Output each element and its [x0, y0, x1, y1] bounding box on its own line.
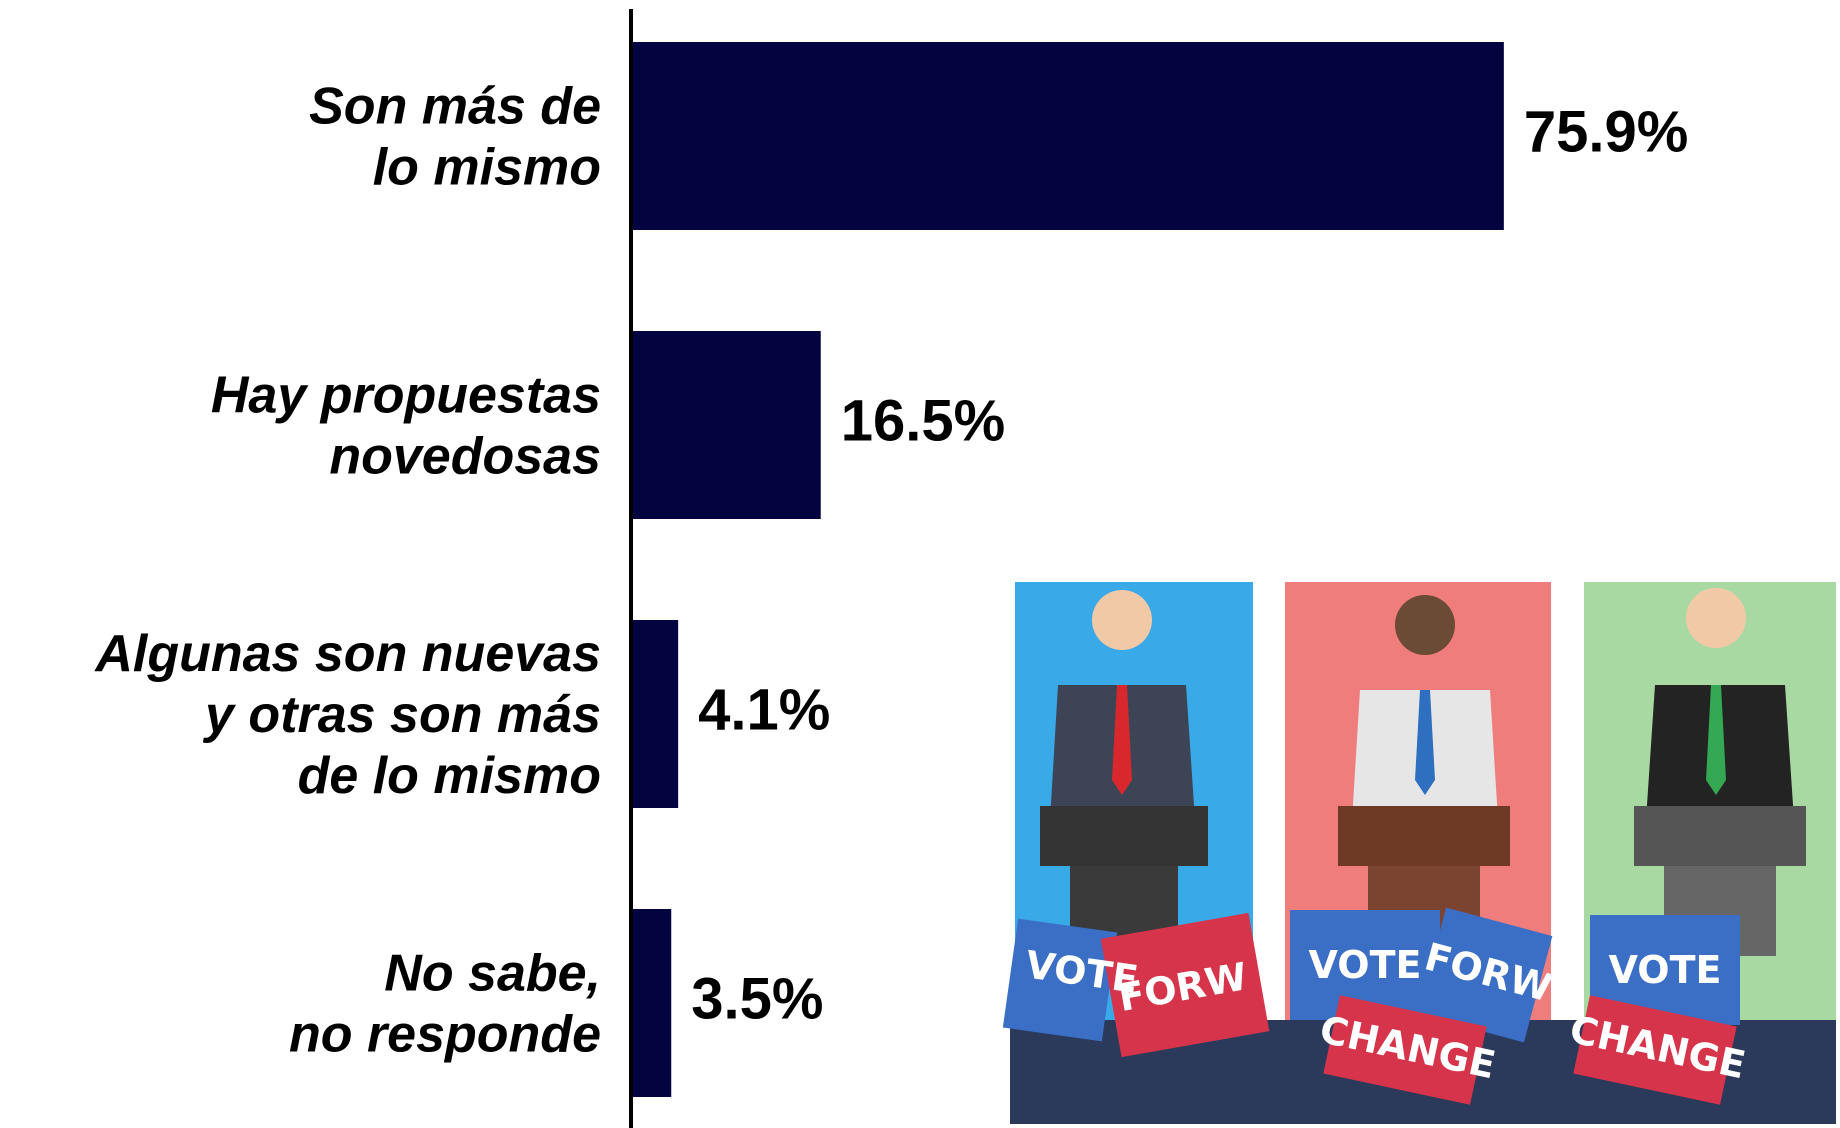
bar: [631, 620, 679, 808]
bar: [631, 909, 672, 1097]
value-label: 3.5%: [691, 966, 823, 1031]
value-label: 16.5%: [841, 388, 1005, 453]
sign: [1100, 912, 1270, 1058]
podium: [1338, 806, 1510, 866]
sign-text: VOTE: [1609, 948, 1722, 992]
category-label: Hay propuestas novedosas: [211, 367, 601, 486]
podium: [1634, 806, 1806, 866]
tie: [1706, 685, 1726, 795]
bar: [631, 331, 821, 519]
category-label: No sabe, no responde: [289, 945, 601, 1064]
category-label: Son más de lo mismo: [309, 78, 601, 197]
head: [1092, 590, 1152, 650]
tie: [1112, 685, 1132, 795]
bar: [631, 42, 1504, 230]
head: [1686, 588, 1746, 648]
head: [1395, 595, 1455, 655]
category-label: Algunas son nuevas y otras son más de lo m…: [93, 625, 601, 805]
illustration: VOTE FORW VOTE CHANGE VOTE FORW CHANGE: [1002, 582, 1836, 1124]
value-label: 75.9%: [1524, 99, 1688, 164]
sign-text: VOTE: [1309, 943, 1422, 987]
sign: [1417, 907, 1553, 1043]
value-label: 4.1%: [698, 677, 830, 742]
sign: [1323, 995, 1487, 1105]
tie: [1415, 690, 1435, 795]
sign: [1573, 995, 1737, 1105]
podium: [1040, 806, 1208, 866]
sign: [1002, 918, 1118, 1042]
